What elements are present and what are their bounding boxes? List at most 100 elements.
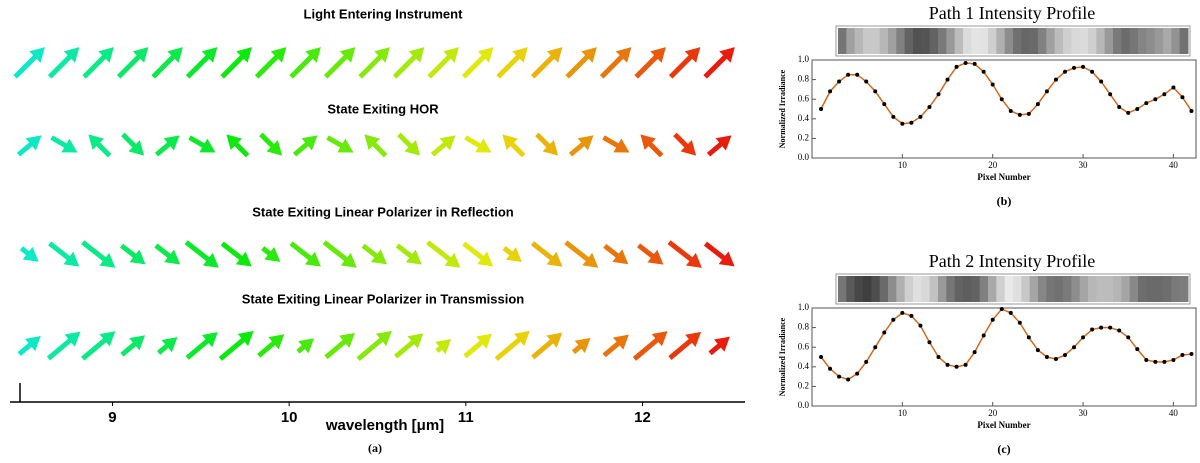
strip-cell — [1180, 28, 1189, 54]
y-tick-label: 1.0 — [798, 54, 810, 64]
strip-cell — [971, 276, 980, 302]
strip-cell — [855, 276, 864, 302]
strip-cell — [980, 276, 989, 302]
strip-cell — [838, 276, 847, 302]
y-tick-label: 0.8 — [798, 322, 810, 332]
profile-point — [1108, 92, 1112, 96]
profile-point — [864, 360, 868, 364]
profile-point — [882, 102, 886, 106]
profile-point — [1081, 65, 1085, 69]
strip-cell — [1180, 276, 1189, 302]
profile-point — [946, 363, 950, 367]
strip-cell — [1171, 276, 1180, 302]
profile-point — [1036, 348, 1040, 352]
profile-point — [973, 350, 977, 354]
strip-cell — [1063, 28, 1072, 54]
strip-cell — [1130, 276, 1139, 302]
profile-point — [1117, 329, 1121, 333]
profile-point — [1135, 107, 1139, 111]
strip-cell — [846, 276, 855, 302]
strip-cell — [1088, 28, 1097, 54]
y-tick-label: 0.2 — [798, 380, 809, 390]
profile-point — [946, 78, 950, 82]
profile-point — [955, 65, 959, 69]
profile-point — [1171, 358, 1175, 362]
profile-point — [828, 89, 832, 93]
profile-point — [1018, 113, 1022, 117]
strip-cell — [996, 276, 1005, 302]
profile-point — [855, 73, 859, 77]
strip-cell — [971, 28, 980, 54]
strip-cell — [980, 28, 989, 54]
caption: (c) — [997, 442, 1010, 456]
profile-point — [1153, 360, 1157, 364]
profile-point — [927, 105, 931, 109]
strip-cell — [1096, 276, 1105, 302]
strip-cell — [1055, 276, 1064, 302]
profile-point — [982, 333, 986, 337]
profile-point — [828, 367, 832, 371]
figure: Light Entering InstrumentState Exiting H… — [0, 0, 1200, 463]
strip-cell — [1021, 276, 1030, 302]
y-tick-label: 0.6 — [798, 93, 810, 103]
y-tick-label: 0.2 — [798, 132, 809, 142]
profile-point — [1180, 95, 1184, 99]
strip-cell — [1046, 28, 1055, 54]
strip-cell — [863, 276, 872, 302]
caption: (a) — [368, 441, 382, 455]
strip-cell — [1013, 28, 1022, 54]
profile-line — [821, 309, 1191, 380]
profile-point — [1009, 109, 1013, 113]
strip-cell — [871, 276, 880, 302]
strip-cell — [1071, 28, 1080, 54]
strip-cell — [1138, 276, 1147, 302]
strip-cell — [955, 276, 964, 302]
strip-cell — [921, 276, 930, 302]
x-tick-label: 20 — [988, 160, 998, 170]
strip-cell — [963, 28, 972, 54]
profile-point — [1018, 321, 1022, 325]
strip-cell — [1155, 28, 1164, 54]
strip-cell — [855, 28, 864, 54]
x-tick-label: 30 — [1079, 160, 1089, 170]
profile-point — [1117, 105, 1121, 109]
profile-point — [864, 80, 868, 84]
strip-cell — [1046, 276, 1055, 302]
profile-point — [1189, 352, 1193, 356]
profile-point — [927, 340, 931, 344]
strip-cell — [1080, 276, 1089, 302]
strip-cell — [905, 28, 914, 54]
profile-point — [846, 73, 850, 77]
strip-cell — [846, 28, 855, 54]
profile-point — [891, 318, 895, 322]
x-axis-label: Pixel Number — [977, 420, 1030, 430]
y-tick-label: 0.6 — [798, 341, 810, 351]
row-title: State Exiting Linear Polarizer in Reflec… — [252, 204, 514, 219]
profile-point — [900, 311, 904, 315]
strip-cell — [1171, 28, 1180, 54]
strip-cell — [888, 28, 897, 54]
profile-point — [1189, 109, 1193, 113]
y-tick-label: 0.4 — [798, 113, 810, 123]
strip-cell — [880, 276, 889, 302]
strip-cell — [871, 28, 880, 54]
profile-point — [1180, 353, 1184, 357]
strip-cell — [1155, 276, 1164, 302]
strip-cell — [938, 276, 947, 302]
caption: (b) — [997, 194, 1012, 208]
profile-point — [918, 324, 922, 328]
strip-cell — [1021, 28, 1030, 54]
strip-cell — [946, 28, 955, 54]
strip-cell — [938, 28, 947, 54]
strip-cell — [955, 28, 964, 54]
strip-cell — [1013, 276, 1022, 302]
profile-point — [1171, 85, 1175, 89]
profile-point — [1144, 358, 1148, 362]
profile-point — [900, 122, 904, 126]
profile-point — [991, 318, 995, 322]
profile-point — [1135, 347, 1139, 351]
x-tick-label: 30 — [1079, 408, 1089, 418]
y-axis-label: Normalized Irradiance — [778, 69, 787, 148]
strip-cell — [1005, 276, 1014, 302]
strip-cell — [838, 28, 847, 54]
